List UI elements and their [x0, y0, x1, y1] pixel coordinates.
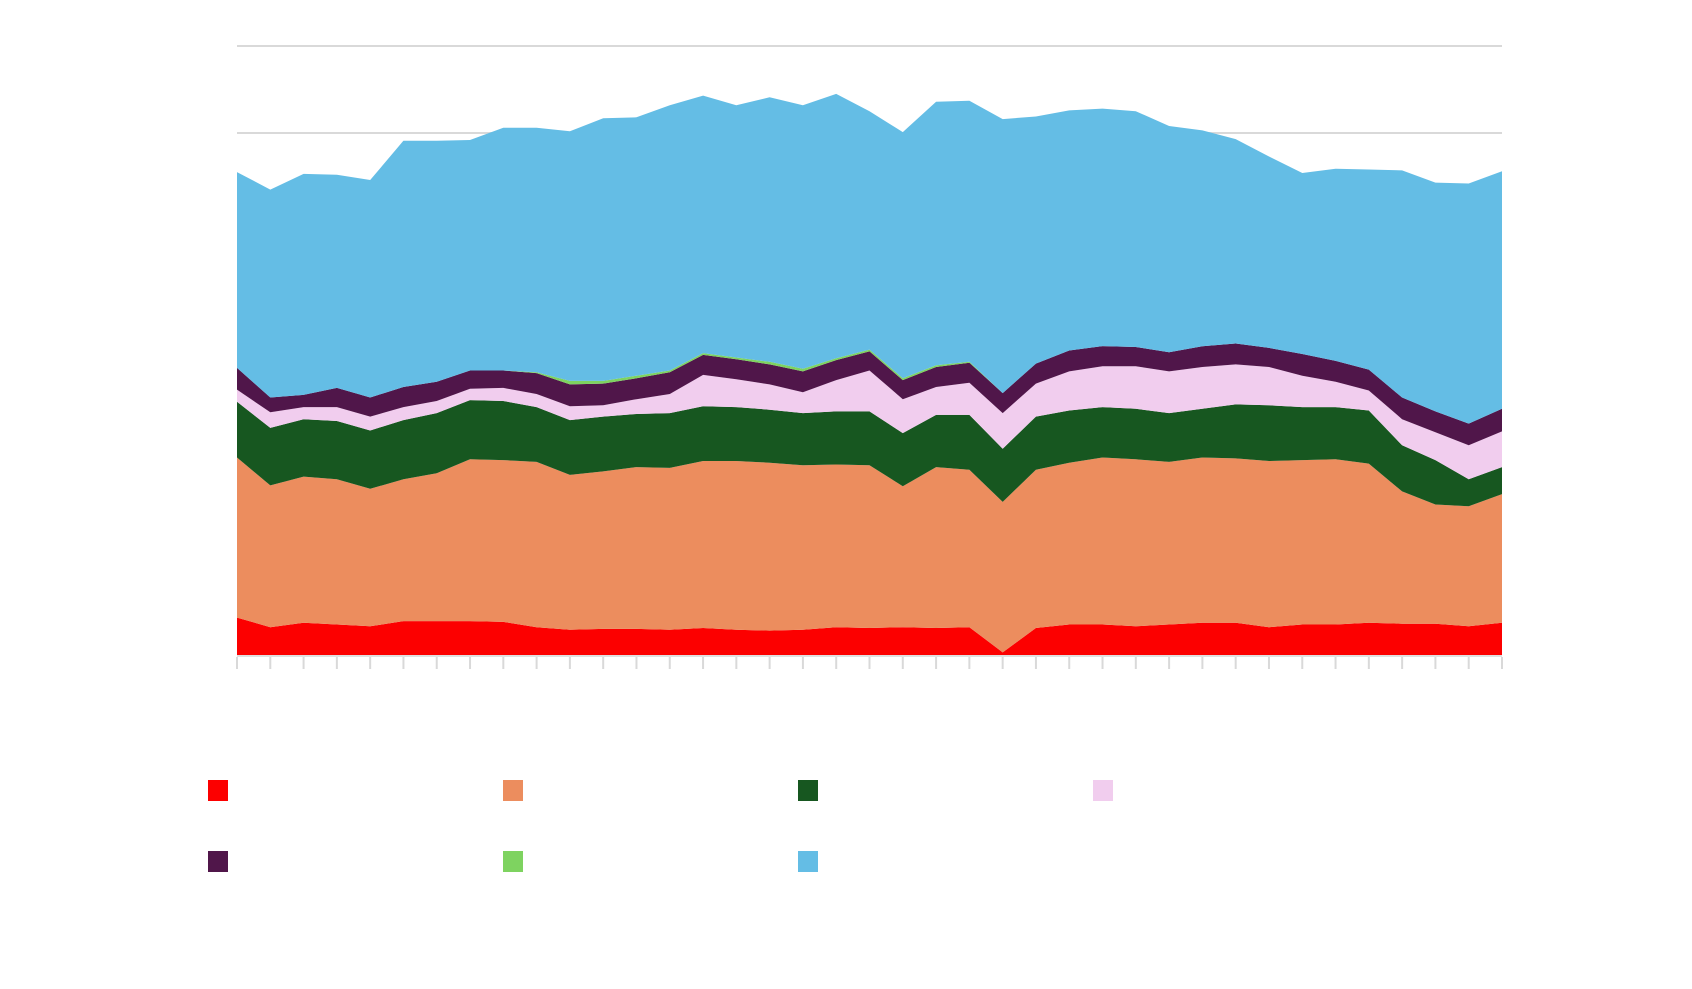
legend-item[interactable] [798, 780, 818, 801]
legend-swatch [798, 780, 818, 801]
area-series [237, 93, 1502, 655]
legend-item[interactable] [208, 851, 228, 872]
x-axis [236, 655, 1503, 669]
legend-swatch [208, 851, 228, 872]
legend-swatch [503, 780, 523, 801]
area-series-3 [237, 400, 1502, 507]
legend-swatch [208, 780, 228, 801]
area-series-1 [237, 617, 1502, 655]
area-series-2 [237, 457, 1502, 653]
legend-swatch [798, 851, 818, 872]
legend-swatch [1093, 780, 1113, 801]
area-series-5 [237, 343, 1502, 446]
legend-item[interactable] [503, 851, 523, 872]
legend-swatch [503, 851, 523, 872]
area-series-4 [237, 364, 1502, 480]
area-series-7 [237, 93, 1502, 424]
legend [208, 780, 1113, 872]
legend-item[interactable] [798, 851, 818, 872]
legend-item[interactable] [208, 780, 228, 801]
legend-item[interactable] [1093, 780, 1113, 801]
legend-item[interactable] [503, 780, 523, 801]
